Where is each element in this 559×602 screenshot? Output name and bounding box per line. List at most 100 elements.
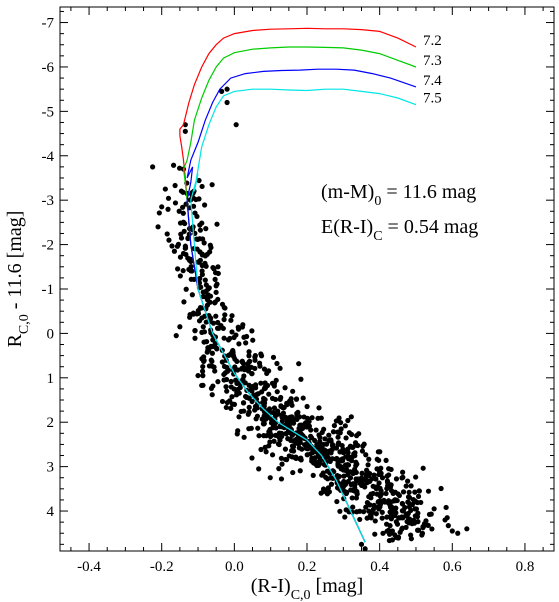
star-point xyxy=(241,434,247,440)
star-point xyxy=(393,505,399,511)
star-point xyxy=(258,446,264,453)
star-point xyxy=(200,236,206,242)
star-point xyxy=(228,405,234,411)
star-point xyxy=(215,379,221,385)
star-point xyxy=(438,485,444,492)
y-tick-label: 2 xyxy=(47,415,55,431)
star-point xyxy=(397,515,403,521)
star-point xyxy=(238,408,244,415)
star-point xyxy=(176,208,182,214)
star-point xyxy=(347,443,354,449)
star-point xyxy=(294,436,300,442)
star-point xyxy=(353,476,359,482)
star-point xyxy=(224,388,230,394)
star-point xyxy=(293,454,299,460)
star-point xyxy=(342,423,348,429)
star-point xyxy=(272,425,279,431)
star-point xyxy=(323,448,329,454)
star-point xyxy=(339,442,345,449)
star-point xyxy=(353,463,359,469)
star-point xyxy=(330,429,337,435)
star-point xyxy=(220,325,226,332)
star-point xyxy=(366,494,372,500)
star-point xyxy=(307,451,314,457)
star-point xyxy=(206,363,213,369)
star-point xyxy=(358,541,365,547)
star-point xyxy=(230,349,236,356)
star-point xyxy=(231,371,237,377)
star-point xyxy=(177,273,183,279)
star-point xyxy=(301,423,308,429)
star-points xyxy=(150,86,470,551)
star-point xyxy=(228,378,234,385)
star-point xyxy=(296,414,303,420)
y-tick-label: 4 xyxy=(47,504,55,520)
star-point xyxy=(388,516,394,522)
star-point xyxy=(228,317,234,323)
star-point xyxy=(328,437,334,443)
star-point xyxy=(202,294,208,300)
star-point xyxy=(312,437,318,444)
star-point xyxy=(241,367,248,373)
star-point xyxy=(324,491,331,497)
star-point xyxy=(202,277,208,283)
star-point xyxy=(209,392,215,398)
star-point xyxy=(379,475,386,481)
star-point xyxy=(376,457,382,463)
star-point xyxy=(256,466,262,472)
star-point xyxy=(449,528,455,534)
star-point xyxy=(190,203,197,209)
star-point xyxy=(199,315,205,321)
star-point xyxy=(165,195,172,201)
star-point xyxy=(318,490,324,496)
star-point xyxy=(282,446,289,452)
star-point xyxy=(335,434,341,440)
star-point xyxy=(239,324,245,330)
star-point xyxy=(246,349,252,355)
y-tick-label: -7 xyxy=(42,16,55,32)
star-point xyxy=(345,462,352,468)
star-point xyxy=(312,460,318,467)
star-point xyxy=(299,446,305,452)
star-point xyxy=(261,421,267,427)
star-point xyxy=(343,466,350,473)
star-point xyxy=(271,405,278,411)
star-point xyxy=(203,226,209,232)
star-point xyxy=(196,177,202,184)
star-point xyxy=(188,258,194,265)
star-point xyxy=(363,452,369,458)
star-point xyxy=(252,357,258,363)
star-point xyxy=(207,293,214,299)
star-point xyxy=(327,458,333,464)
star-point xyxy=(252,403,259,410)
star-point xyxy=(249,371,255,377)
isochrone-label: 7.4 xyxy=(423,73,442,89)
star-point xyxy=(210,337,216,343)
y-tick-label: -1 xyxy=(42,282,55,298)
star-point xyxy=(384,514,390,520)
star-point xyxy=(372,518,378,524)
y-tick-label: 1 xyxy=(47,371,55,387)
star-point xyxy=(406,516,412,522)
star-point xyxy=(205,347,211,353)
x-tick-label: 0.2 xyxy=(298,559,317,575)
star-point xyxy=(322,436,328,442)
star-point xyxy=(229,329,235,335)
star-point xyxy=(208,244,214,251)
star-point xyxy=(180,204,186,210)
star-point xyxy=(316,432,322,438)
star-point xyxy=(412,513,418,519)
star-point xyxy=(276,434,282,440)
star-point xyxy=(422,522,428,528)
star-point xyxy=(320,441,327,448)
star-point xyxy=(213,289,219,295)
isochrone-labels: 7.2 7.3 7.4 7.5 xyxy=(423,33,442,107)
star-point xyxy=(233,332,239,338)
star-point xyxy=(337,430,343,436)
star-point xyxy=(383,457,389,463)
star-point xyxy=(455,530,461,536)
star-point xyxy=(359,448,366,454)
star-point xyxy=(256,433,262,439)
star-point xyxy=(233,377,239,383)
star-point xyxy=(279,418,285,424)
